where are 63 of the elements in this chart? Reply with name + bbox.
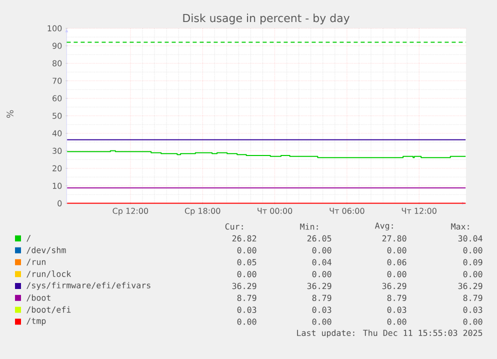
legend-label: /tmp [26,318,46,326]
text: 0.00 [237,270,256,278]
x-tick-label: Ср 18:00 [184,208,220,216]
text: Avg: [374,222,393,230]
text: 0.09 [463,259,482,266]
y-tick-label: 90 [52,42,62,49]
text: 0.00 [387,270,406,278]
legend-label: /sys/firmware/efi/efivars [26,282,150,290]
text: 8.79 [387,294,406,302]
y-tick-label: 40 [52,130,62,136]
text: Last update: Thu Dec 11 15:55:03 2025 [297,330,482,338]
text: 0.00 [312,270,332,278]
text: 0.03 [237,306,256,313]
text: 36.29 [232,282,256,290]
legend-label: / [26,235,31,242]
chart-title: Disk usage in percent - by day [183,14,350,24]
text: 0.04 [312,259,332,266]
text: 0.03 [312,306,332,313]
y-tick-label: 100 [48,25,62,32]
text: 0.00 [463,247,482,254]
legend-label: /boot [26,294,50,302]
text: 8.79 [312,294,332,302]
y-tick-label: 30 [52,148,62,154]
text: 30.04 [458,235,482,242]
y-tick-label: 80 [52,60,62,66]
text: 0.00 [387,247,406,254]
text: Cur: [225,223,243,230]
legend-label: /run [26,258,46,266]
text: 36.29 [382,282,406,290]
y-tick-label: 10 [52,182,62,189]
text: 26.82 [232,235,256,242]
text: 0.03 [463,306,482,313]
text: 8.79 [463,294,482,302]
y-tick-label: 0 [58,200,62,206]
y-tick-label: 50 [52,112,62,119]
text: 8.79 [237,294,256,302]
text: 0.00 [237,318,256,325]
text: 0.00 [463,318,482,325]
text: 0.00 [312,247,332,254]
legend-label: /dev/shm [26,246,66,254]
x-tick-label: Ср 12:00 [112,208,148,216]
y-tick-label: 60 [52,95,62,102]
x-tick-label: Чт 12:00 [402,208,436,214]
text: 36.29 [458,282,482,290]
legend-label: /run/lock [26,270,72,278]
text: 0.06 [387,259,406,266]
text: 27.80 [382,235,406,242]
text: 36.29 [307,282,332,290]
text: 0.03 [387,306,406,313]
x-tick-label: Чт 06:00 [330,208,364,214]
text: 0.00 [463,270,482,278]
text: Max: [451,223,469,230]
y-tick-label: 20 [52,165,62,172]
y-tick-label: 70 [52,78,62,84]
text: 26.05 [307,235,332,242]
text: 0.00 [237,247,256,254]
y-axis-title: % [6,110,14,118]
legend-label: /boot/efi [26,306,71,314]
x-tick-label: Чт 00:00 [258,208,292,214]
text: 0.05 [237,259,256,266]
text: 0.00 [312,318,332,325]
text: 0.00 [387,318,406,325]
text: Min: [300,223,318,230]
